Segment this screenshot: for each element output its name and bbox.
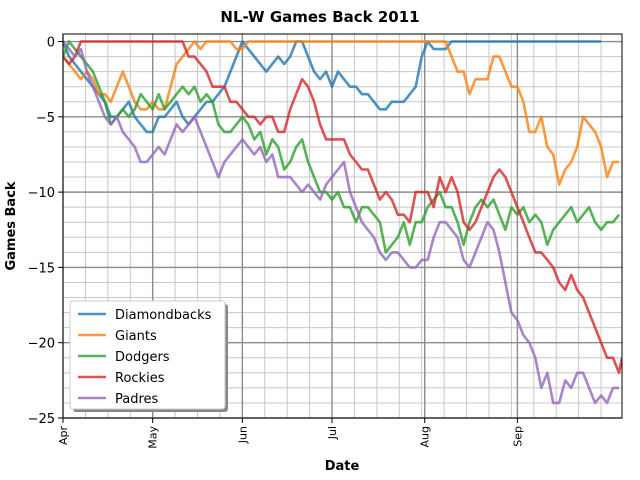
y-tick-label: −25 <box>28 412 55 427</box>
x-tick-label: Aug <box>419 426 432 447</box>
y-axis: 0 −5 −10 −15 −20 −25 <box>28 36 63 427</box>
x-axis-label: Date <box>325 459 360 474</box>
x-axis: Apr May Jun Jul Aug Sep <box>57 418 524 449</box>
y-tick-label: −10 <box>28 186 55 201</box>
x-tick-label: Jun <box>236 426 249 444</box>
x-tick-label: Jul <box>326 426 339 440</box>
series-layer <box>63 40 622 405</box>
legend-label: Giants <box>115 329 157 344</box>
legend-label: Diamondbacks <box>115 308 212 323</box>
plot-frame <box>62 33 623 419</box>
legend: Diamondbacks Giants Dodgers Rockies Padres <box>69 300 228 412</box>
x-tick-label: Sep <box>511 426 524 447</box>
y-tick-label: −20 <box>28 337 55 352</box>
series-line-rockies <box>63 40 622 375</box>
legend-box <box>69 300 226 410</box>
y-tick-label: −15 <box>28 261 55 276</box>
legend-label: Rockies <box>115 371 165 386</box>
series-line-padres <box>63 40 619 405</box>
series-line-diamondbacks <box>63 40 602 134</box>
x-tick-label: Apr <box>57 426 70 446</box>
series-line-dodgers <box>63 40 621 254</box>
y-tick-label: 0 <box>47 36 55 51</box>
y-tick-label: −5 <box>36 111 55 126</box>
x-tick-label: May <box>147 426 160 449</box>
legend-label: Padres <box>115 392 159 407</box>
legend-label: Dodgers <box>115 350 170 365</box>
y-axis-label: Games Back <box>4 181 19 270</box>
chart-title: NL-W Games Back 2011 <box>220 8 419 26</box>
